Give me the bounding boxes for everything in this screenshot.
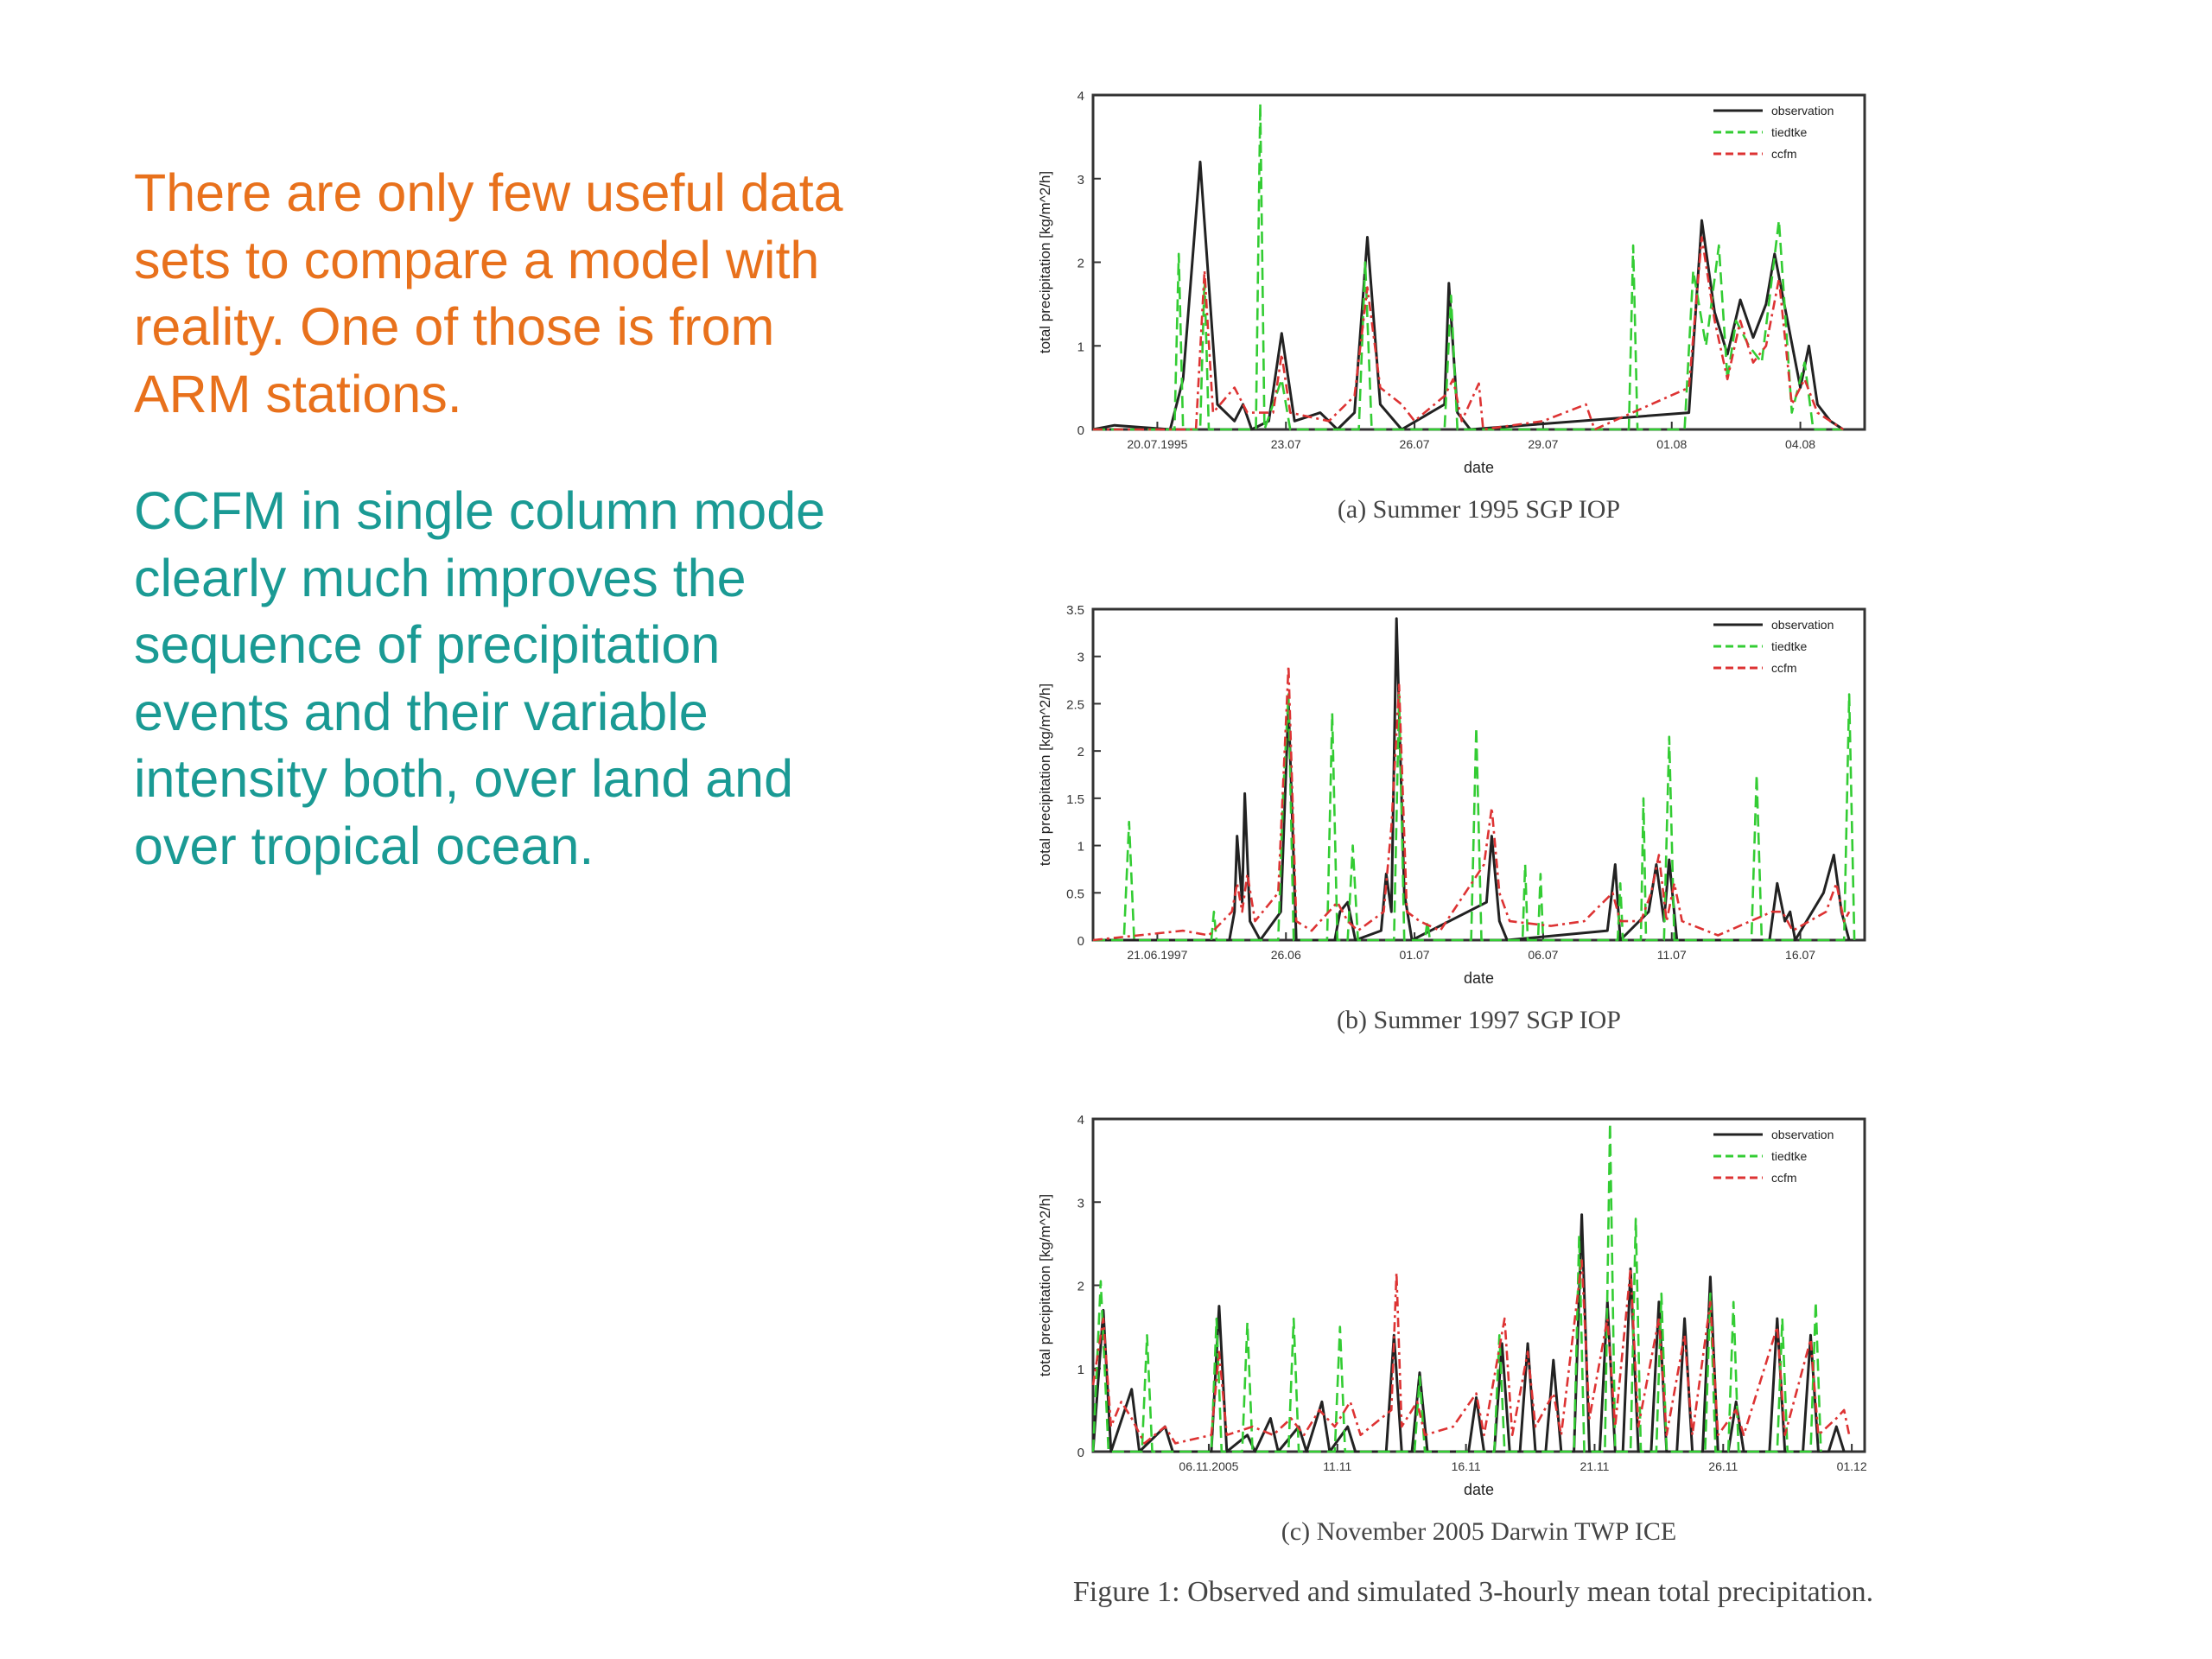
y-tick-label: 4 [1077,1113,1084,1128]
series-line-ccfm [1091,1259,1851,1445]
x-tick-label: 01.07 [1400,948,1430,962]
x-tick-label: 04.08 [1785,437,1815,451]
x-tick-label: 06.07 [1528,948,1558,962]
series-line-tiedtke [1093,693,1856,942]
y-tick-label: 2.5 [1066,697,1084,712]
legend-label-tiedtke: tiedtke [1771,125,1807,139]
panel-caption: (b) Summer 1997 SGP IOP [1337,1006,1621,1034]
legend-label-observation: observation [1771,618,1834,632]
intro-line: There are only few useful data [134,163,843,222]
series-line-ccfm [1093,236,1844,431]
text-column: There are only few useful data sets to c… [134,160,912,930]
plot-frame [1091,1117,1866,1453]
y-tick-label: 0 [1077,1446,1084,1460]
x-axis-label: date [1464,459,1494,476]
ccfm-line: events and their variable [134,682,709,741]
y-tick-label: 4 [1077,89,1084,104]
series-line-observation [1092,160,1845,431]
ccfm-line: over tropical ocean. [134,816,594,875]
legend-label-ccfm: ccfm [1771,661,1797,675]
intro-line: sets to compare a model with [134,230,820,289]
x-tick-label: 01.12 [1837,1459,1867,1473]
x-tick-label: 26.06 [1271,948,1301,962]
x-tick-label: 16.11 [1452,1459,1481,1473]
ccfm-line: clearly much improves the [134,548,747,607]
x-tick-label: 01.08 [1656,437,1687,451]
y-tick-label: 0 [1077,423,1084,438]
y-tick-label: 1.5 [1066,792,1084,807]
legend-label-tiedtke: tiedtke [1771,1149,1807,1163]
x-tick-label: 23.07 [1271,437,1301,451]
x-tick-label: 21.11 [1580,1459,1609,1473]
ccfm-paragraph: CCFM in single column mode clearly much … [134,478,912,880]
panel-caption: (c) November 2005 Darwin TWP ICE [1281,1517,1676,1546]
series-line-ccfm [1092,664,1851,942]
x-axis-label: date [1464,1481,1494,1498]
panel-caption: (a) Summer 1995 SGP IOP [1338,495,1620,524]
y-tick-label: 3.5 [1066,603,1084,618]
legend-label-observation: observation [1771,1128,1834,1141]
x-tick-label: 26.11 [1708,1459,1738,1473]
y-tick-label: 2 [1077,257,1084,271]
y-tick-label: 3 [1077,173,1084,188]
legend-label-observation: observation [1771,104,1834,118]
legend-label-ccfm: ccfm [1771,1171,1797,1185]
plot-frame [1091,607,1866,942]
y-axis-label: total precipitation [kg/m^2/h] [1037,171,1053,353]
chart-november-2005: 0 1 2 3 4 06.11.2005 11.11 16.11 21.11 26.11 01.12… [1037,1113,1867,1546]
legend-label-ccfm: ccfm [1771,147,1797,161]
y-tick-label: 1 [1077,340,1084,354]
y-tick-label: 2 [1077,1280,1084,1294]
x-tick-label: 20.07.1995 [1127,437,1187,451]
intro-paragraph: There are only few useful data sets to c… [134,160,912,428]
x-tick-label: 16.07 [1785,948,1815,962]
chart-summer-1997: 0 0.5 1 1.5 2 2.5 3 3.5 21.06.1997 26.06 01.07 06.0… [1037,603,1866,1034]
x-axis-label: date [1464,969,1494,987]
figure-caption: Figure 1: Observed and simulated 3-hourl… [1073,1576,1873,1608]
y-tick-label: 0 [1077,934,1084,949]
chart-summer-1995: 0 1 2 3 4 20.07.1995 23.07 26.07 29.07 01.08 04.08… [1037,89,1866,524]
y-tick-label: 1 [1077,840,1084,855]
x-tick-label: 29.07 [1528,437,1558,451]
x-tick-label: 26.07 [1400,437,1430,451]
ccfm-line: intensity both, over land and [134,749,794,808]
intro-line: reality. One of those is from [134,297,775,356]
y-axis-label: total precipitation [kg/m^2/h] [1037,683,1053,866]
y-tick-label: 3 [1077,1196,1084,1211]
x-tick-label: 11.11 [1323,1459,1351,1473]
intro-line: ARM stations. [134,364,462,423]
y-tick-label: 1 [1077,1363,1084,1377]
ccfm-line: sequence of precipitation [134,615,721,674]
y-axis-label: total precipitation [kg/m^2/h] [1037,1194,1053,1376]
series-line-tiedtke [1091,1122,1822,1453]
y-tick-label: 0.5 [1066,887,1084,901]
x-tick-label: 06.11.2005 [1179,1459,1238,1473]
y-tick-label: 2 [1077,745,1084,760]
series-line-tiedtke [1093,102,1844,431]
ccfm-line: CCFM in single column mode [134,481,826,540]
x-tick-label: 21.06.1997 [1127,948,1187,962]
legend-label-tiedtke: tiedtke [1771,639,1807,653]
series-line-observation [1093,617,1851,942]
y-tick-label: 3 [1077,651,1084,665]
x-tick-label: 11.07 [1657,948,1687,962]
plot-frame [1091,93,1866,431]
